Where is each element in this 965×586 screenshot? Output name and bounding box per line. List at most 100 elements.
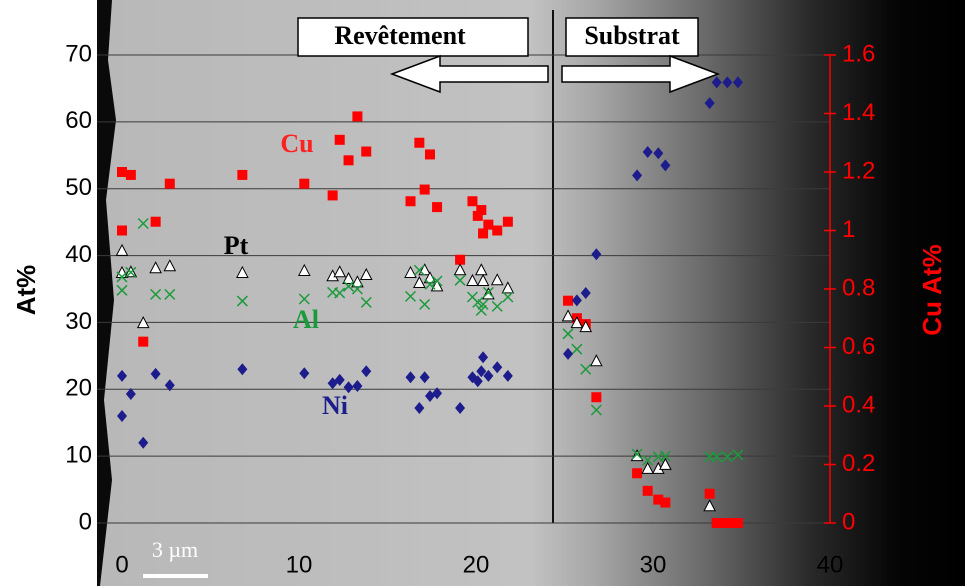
point (632, 169, 643, 182)
y2-tick-label: 1.4 (842, 99, 875, 126)
point (653, 147, 664, 160)
point (591, 392, 602, 403)
point (404, 290, 417, 302)
point (704, 97, 715, 110)
point (327, 190, 338, 201)
point (455, 254, 466, 265)
point (334, 134, 345, 145)
point (732, 518, 743, 528)
point (116, 271, 128, 283)
point (477, 298, 489, 310)
point (361, 146, 372, 157)
y2-tick-label: 1.6 (842, 40, 875, 67)
y-tick-label: 10 (65, 441, 92, 468)
point (642, 454, 654, 466)
point (502, 369, 513, 382)
point (360, 296, 372, 308)
point (343, 280, 355, 292)
point (474, 263, 488, 276)
point (466, 273, 479, 286)
point (138, 336, 149, 347)
point (404, 265, 417, 278)
point (297, 263, 311, 276)
point (117, 410, 127, 423)
point (561, 309, 575, 322)
point (580, 287, 591, 300)
point (642, 145, 653, 158)
marks (115, 76, 744, 528)
point (642, 485, 653, 496)
point (659, 457, 672, 470)
point (492, 225, 503, 236)
point (571, 343, 583, 355)
point (455, 402, 466, 415)
point (591, 248, 602, 261)
point (717, 518, 728, 528)
point (352, 111, 363, 122)
point (491, 300, 503, 312)
point (125, 169, 136, 180)
y-tick-label: 60 (65, 107, 92, 134)
point (125, 266, 137, 278)
point (413, 264, 425, 276)
point (116, 284, 128, 296)
point (334, 287, 346, 299)
point (333, 265, 347, 278)
point (117, 369, 127, 382)
y2-tick-label: 0.6 (842, 333, 875, 360)
point (405, 371, 416, 384)
y2-tick-label: 1 (842, 216, 855, 243)
x-tick-label: 10 (286, 551, 313, 578)
sem-edge (97, 0, 116, 586)
y-tick-label: 30 (65, 308, 92, 335)
point (342, 271, 355, 284)
point (413, 275, 426, 288)
point (660, 497, 671, 508)
point (163, 259, 177, 272)
coating-label: Revêtement (334, 21, 466, 50)
point (482, 286, 494, 298)
point (236, 265, 249, 278)
point (164, 178, 175, 189)
point (237, 169, 248, 180)
point (125, 387, 136, 400)
y2-tick-label: 0.8 (842, 274, 875, 301)
point (660, 159, 671, 172)
point (490, 273, 504, 286)
y2-axis-title: Cu At% (917, 244, 947, 335)
point (711, 76, 722, 89)
series-label: Pt (224, 231, 249, 260)
point (361, 365, 372, 378)
y-tick-label: 0 (79, 508, 92, 535)
point (237, 363, 248, 376)
point (298, 293, 310, 305)
substrate-arrow (561, 54, 721, 94)
point (501, 281, 515, 294)
coating-arrow (389, 54, 549, 94)
point (722, 518, 733, 528)
point (424, 278, 436, 290)
point (704, 488, 715, 499)
point (414, 402, 425, 415)
point (150, 367, 161, 380)
x-tick-label: 40 (817, 551, 844, 578)
point (115, 243, 129, 256)
point (630, 449, 644, 462)
point (483, 369, 494, 382)
y-tick-label: 40 (65, 241, 92, 268)
x-tick-label: 30 (640, 551, 667, 578)
point (478, 228, 489, 239)
point (137, 217, 149, 230)
point (653, 494, 664, 505)
series-label: Al (293, 305, 319, 334)
point (732, 76, 743, 89)
point (721, 451, 733, 463)
y-tick-label: 70 (65, 40, 92, 67)
point (334, 373, 345, 386)
point (476, 205, 487, 216)
point (149, 261, 162, 274)
y-axis-title: At% (11, 265, 41, 316)
point (414, 137, 425, 148)
